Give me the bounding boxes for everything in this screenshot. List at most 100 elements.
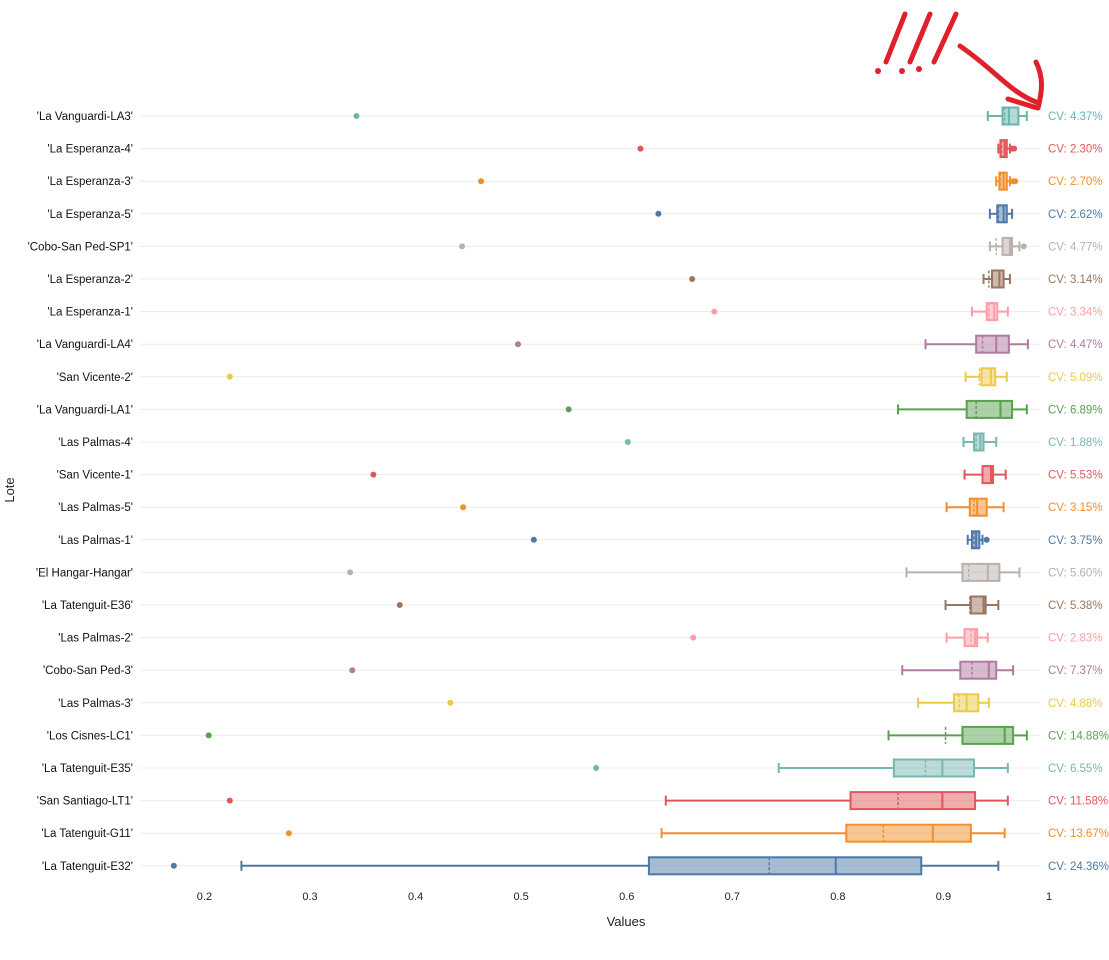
cv-label: CV: 14.88% [1048,730,1109,742]
cv-label: CV: 4.47% [1048,339,1103,351]
category-label: 'El Hangar-Hangar' [36,567,133,579]
x-tick-label: 1 [1046,891,1052,903]
iqr-box [969,595,987,615]
cv-label: CV: 6.55% [1048,763,1103,775]
box-series-item [530,530,990,550]
box-series-item [285,823,1006,843]
iqr-box [965,399,1014,419]
iqr-box [985,302,999,322]
iqr-box [973,432,985,452]
iqr-box [961,725,1015,745]
box-series-item [478,171,1019,191]
iqr-box [959,660,998,680]
cv-label: CV: 4.77% [1048,241,1103,253]
outlier-point [347,569,354,576]
annotation-arrow-curve [957,43,1039,105]
y-axis-title: Lote [2,477,17,502]
cv-label: CV: 2.62% [1048,209,1103,221]
gridlines [140,115,1040,867]
outlier-point [593,765,600,771]
annotation-dot-2 [899,68,905,74]
category-label: 'La Vanguardi-LA1' [37,404,133,416]
outlier-point [370,471,377,478]
outlier-point [349,667,356,674]
iqr-box [968,497,988,517]
box-series-item [711,302,1009,322]
box-series-item [226,367,1008,387]
outlier-point [530,536,537,543]
outlier-point [655,210,662,217]
category-label: 'La Esperanza-2' [47,274,133,286]
box-series-item [349,660,1015,680]
cv-label: CV: 3.34% [1048,307,1103,319]
box-series-item [170,856,1000,876]
category-label: 'Las Palmas-5' [58,502,133,514]
outlier-point [1012,178,1019,185]
outlier-point [447,699,454,706]
iqr-box [892,758,976,778]
category-label: 'La Tatenguit-E36' [42,600,133,612]
cv-label: CV: 24.36% [1048,861,1109,873]
category-label: 'Las Palmas-1' [58,535,133,547]
x-tick-labels: 0.2 0.3 0.4 0.5 0.6 0.7 0.8 0.9 1 [197,891,1052,903]
category-label: 'San Vicente-2' [57,372,133,384]
outlier-point [1011,145,1018,152]
box-series-item [205,725,1028,745]
outlier-point [353,113,360,119]
annotation-arrow-head [1005,59,1044,111]
iqr-box [849,791,977,811]
category-label: 'La Tatenguit-E32' [42,861,133,873]
box-series-item [447,693,990,713]
iqr-box [975,334,1010,354]
outlier-point [637,145,644,152]
box-series-item [460,497,1005,517]
cv-label: CV: 2.70% [1048,176,1103,188]
iqr-box [999,139,1008,159]
box-series-item [655,204,1014,224]
x-axis-title: Values [607,914,646,929]
category-label: 'Cobo-San Ped-SP1' [28,241,133,253]
cv-label: CV: 5.53% [1048,470,1103,482]
x-tick-label: 0.2 [197,891,212,903]
annotation-dot-1 [875,68,881,74]
iqr-box [1001,106,1020,126]
outlier-point [460,504,467,511]
category-label: 'La Vanguardi-LA3' [37,111,133,123]
x-tick-label: 0.8 [830,891,845,903]
category-label: 'La Esperanza-3' [47,176,133,188]
x-tick-label: 0.3 [302,891,317,903]
cv-label: CV: 6.89% [1048,404,1103,416]
outlier-point [983,536,990,543]
red-arrow-annotation [875,11,1044,111]
box-series-item [459,236,1027,256]
iqr-box [647,856,923,876]
outlier-point [689,276,696,282]
outlier-point [459,243,466,250]
category-label: 'La Vanguardi-LA4' [37,339,133,351]
category-label: 'La Tatenguit-G11' [41,828,133,840]
category-label: 'Los Cisnes-LC1' [47,730,133,742]
cv-label: CV: 13.67% [1048,828,1109,840]
annotation-dot-3 [916,66,922,72]
category-labels: 'La Vanguardi-LA3' 'La Esperanza-4' 'La Es… [28,111,133,873]
box-series-item [347,562,1021,582]
x-tick-label: 0.5 [514,891,529,903]
iqr-box [961,562,1001,582]
category-label: 'Las Palmas-3' [58,698,133,710]
x-tick-label: 0.9 [936,891,951,903]
cv-label: CV: 4.37% [1048,111,1103,123]
iqr-box [996,204,1008,224]
box-series-item [593,758,1009,778]
cv-label: CV: 3.15% [1048,502,1103,514]
outlier-point [170,862,177,869]
cv-label: CV: 5.38% [1048,600,1103,612]
iqr-box [980,367,997,387]
outlier-point [478,178,485,185]
box-series-item [226,791,1009,811]
box-series-item [690,628,989,648]
outlier-point [1020,243,1027,250]
outlier-point [205,732,212,739]
outlier-point [396,602,403,608]
iqr-box [981,465,995,485]
